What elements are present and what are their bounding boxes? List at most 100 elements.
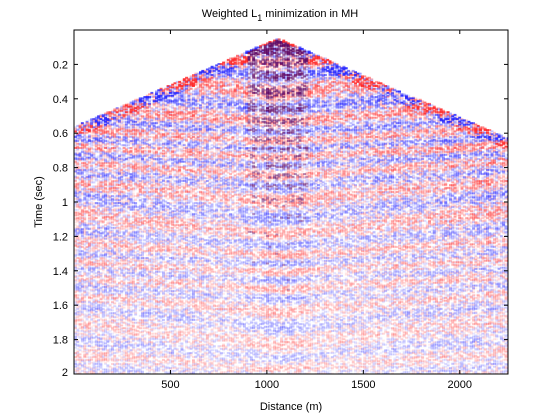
heatmap-cell <box>120 185 124 188</box>
heatmap-cell <box>94 360 98 363</box>
heatmap-cell <box>94 306 98 309</box>
heatmap-cell <box>106 252 110 255</box>
heatmap-cell <box>97 214 100 217</box>
heatmap-cell <box>118 208 121 211</box>
heatmap-cell <box>127 290 131 293</box>
heatmap-cell <box>104 230 107 233</box>
heatmap-cell <box>101 313 105 316</box>
heatmap-cell <box>85 178 89 181</box>
heatmap-cell <box>106 244 110 247</box>
heatmap-cell <box>108 334 112 337</box>
heatmap-cell <box>129 131 133 134</box>
heatmap-cell <box>101 352 105 354</box>
heatmap-cell <box>134 313 138 316</box>
heatmap-cell <box>115 189 119 192</box>
heatmap-cell <box>122 368 126 371</box>
heatmap-cell <box>115 136 119 138</box>
heatmap-cell <box>120 372 124 374</box>
heatmap-cell <box>94 358 98 361</box>
heatmap-cell <box>106 145 110 148</box>
heatmap-cell <box>115 272 119 275</box>
heatmap-cell <box>122 299 126 302</box>
heatmap-cell <box>113 363 117 365</box>
heatmap-cell <box>111 123 114 126</box>
heatmap-cell <box>108 308 112 310</box>
heatmap-cell <box>94 180 98 182</box>
heatmap-cell <box>99 288 103 291</box>
heatmap-cell <box>85 305 89 308</box>
heatmap-cell <box>120 266 124 269</box>
heatmap-cell <box>124 102 128 105</box>
heatmap-cell <box>87 358 91 361</box>
heatmap-cell <box>101 131 105 134</box>
heatmap-cell <box>124 171 128 174</box>
heatmap-cell <box>78 182 82 185</box>
heatmap-cell <box>127 295 131 298</box>
heatmap-cell <box>90 274 94 277</box>
heatmap-cell <box>120 252 124 255</box>
heatmap-cell <box>104 266 107 269</box>
heatmap-cell <box>113 285 117 288</box>
heatmap-cell <box>118 365 121 368</box>
heatmap-cell <box>76 153 80 156</box>
heatmap-cell <box>118 167 121 170</box>
heatmap-cell <box>106 233 110 236</box>
heatmap-cell <box>108 175 112 178</box>
heatmap-cell <box>87 327 91 330</box>
heatmap-cell <box>106 352 110 354</box>
heatmap-cell <box>111 109 114 112</box>
heatmap-cell <box>99 336 103 339</box>
heatmap-cell <box>101 321 105 324</box>
heatmap-cell <box>76 257 80 259</box>
heatmap-cell <box>92 361 96 364</box>
heatmap-cell <box>85 174 89 177</box>
heatmap-cell <box>122 185 126 188</box>
heatmap-cell <box>122 274 126 277</box>
heatmap-cell <box>101 314 105 317</box>
heatmap-cell <box>87 207 91 210</box>
heatmap-cell <box>122 167 126 170</box>
heatmap-cell <box>90 310 94 313</box>
heatmap-cell <box>80 317 84 320</box>
heatmap-cell <box>85 284 89 287</box>
heatmap-cell <box>124 296 128 299</box>
heatmap-cell <box>118 266 121 269</box>
heatmap-cell <box>108 147 112 149</box>
heatmap-cell <box>90 270 94 273</box>
heatmap-cell <box>115 112 119 115</box>
heatmap-cell <box>111 341 114 343</box>
heatmap-cell <box>87 193 91 196</box>
heatmap-cell <box>76 306 80 309</box>
heatmap-cell <box>113 270 117 273</box>
heatmap-cell <box>78 261 82 264</box>
heatmap-cell <box>83 156 87 159</box>
heatmap-cell <box>113 123 117 126</box>
heatmap-cell <box>127 149 131 152</box>
heatmap-cell <box>104 303 107 306</box>
heatmap-cell <box>115 158 119 160</box>
heatmap-cell <box>122 195 126 198</box>
heatmap-cell <box>104 279 107 282</box>
heatmap-cell <box>97 137 100 140</box>
heatmap-cell <box>76 129 80 132</box>
heatmap-cell <box>104 116 107 119</box>
heatmap-cell <box>97 239 100 242</box>
heatmap-cell <box>115 350 119 353</box>
heatmap-cell <box>78 279 82 282</box>
heatmap-cell <box>104 371 107 374</box>
heatmap-cell <box>127 122 131 125</box>
heatmap-cell <box>76 185 80 188</box>
heatmap-cell <box>76 316 80 319</box>
heatmap-cell <box>127 313 131 316</box>
heatmap-cell <box>127 219 131 222</box>
heatmap-cell <box>120 357 124 360</box>
heatmap-cell <box>124 105 128 108</box>
heatmap-cell <box>94 299 98 302</box>
heatmap-cell <box>78 189 82 192</box>
heatmap-cell <box>108 217 112 220</box>
heatmap-cell <box>78 133 82 136</box>
heatmap-cell <box>118 153 121 156</box>
heatmap-cell <box>76 296 80 299</box>
heatmap-cell <box>127 127 131 130</box>
